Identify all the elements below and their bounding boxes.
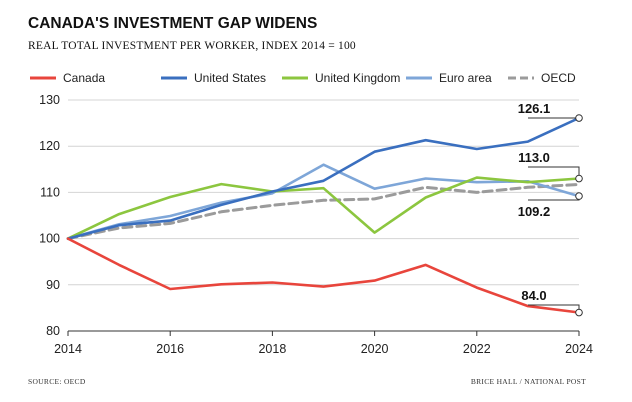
- x-tick-label: 2024: [565, 342, 593, 356]
- end-label-united-states: 126.1: [518, 101, 583, 122]
- x-axis: 2014 2016 2018 2020 2022 2024: [54, 330, 593, 356]
- y-tick-label: 120: [39, 139, 60, 153]
- legend-item-oecd: OECD: [508, 71, 576, 85]
- end-value-label: 84.0: [521, 288, 546, 303]
- series-lines: [66, 116, 581, 314]
- line-united-states: [66, 116, 581, 240]
- legend-label: United Kingdom: [315, 71, 400, 85]
- end-value-label: 126.1: [518, 101, 551, 116]
- legend-item-canada: Canada: [30, 71, 105, 85]
- end-value-label: 109.2: [518, 204, 551, 219]
- y-tick-label: 110: [40, 185, 60, 199]
- line-oecd: [66, 183, 581, 241]
- end-marker: [575, 114, 583, 122]
- end-marker: [575, 308, 583, 317]
- end-label-canada: 84.0: [521, 288, 583, 317]
- y-tick-label: 130: [39, 93, 60, 107]
- line-canada: [66, 237, 581, 314]
- legend-item-united-kingdom: United Kingdom: [282, 71, 400, 85]
- legend-label: OECD: [541, 71, 576, 85]
- line-euro-area: [66, 163, 581, 240]
- legend: Canada United States United Kingdom Euro ar…: [30, 71, 576, 85]
- y-tick-label: 100: [39, 232, 60, 246]
- credit-note: BRICE HALL / NATIONAL POST: [471, 377, 586, 386]
- y-tick-label: 80: [46, 324, 60, 338]
- end-label-euro-area: 109.2: [518, 192, 583, 219]
- leader-line: [528, 166, 580, 179]
- chart-subtitle: REAL TOTAL INVESTMENT PER WORKER, INDEX …: [28, 40, 356, 52]
- x-tick-label: 2022: [463, 342, 491, 356]
- y-tick-label: 90: [46, 278, 60, 292]
- line-united-kingdom: [66, 176, 581, 240]
- end-value-label: 113.0: [518, 150, 550, 165]
- legend-item-united-states: United States: [161, 71, 266, 85]
- x-tick-label: 2016: [156, 342, 184, 356]
- source-note: SOURCE: OECD: [28, 377, 86, 386]
- x-tick-label: 2018: [258, 342, 286, 356]
- end-labels: 126.1 113.0 109.2 84.0: [518, 101, 583, 317]
- x-tick-label: 2020: [361, 342, 389, 356]
- y-axis: 80 90 100 110 120 130: [39, 93, 60, 338]
- leader-line: [528, 196, 580, 201]
- end-marker: [575, 192, 583, 200]
- x-tick-label: 2014: [54, 342, 82, 356]
- legend-label: Canada: [63, 71, 105, 85]
- legend-label: United States: [194, 71, 266, 85]
- legend-item-euro-area: Euro area: [406, 71, 492, 85]
- end-label-united-kingdom: 113.0: [518, 150, 583, 183]
- legend-label: Euro area: [439, 71, 492, 85]
- end-marker: [575, 174, 583, 183]
- chart-title: CANADA'S INVESTMENT GAP WIDENS: [28, 15, 317, 32]
